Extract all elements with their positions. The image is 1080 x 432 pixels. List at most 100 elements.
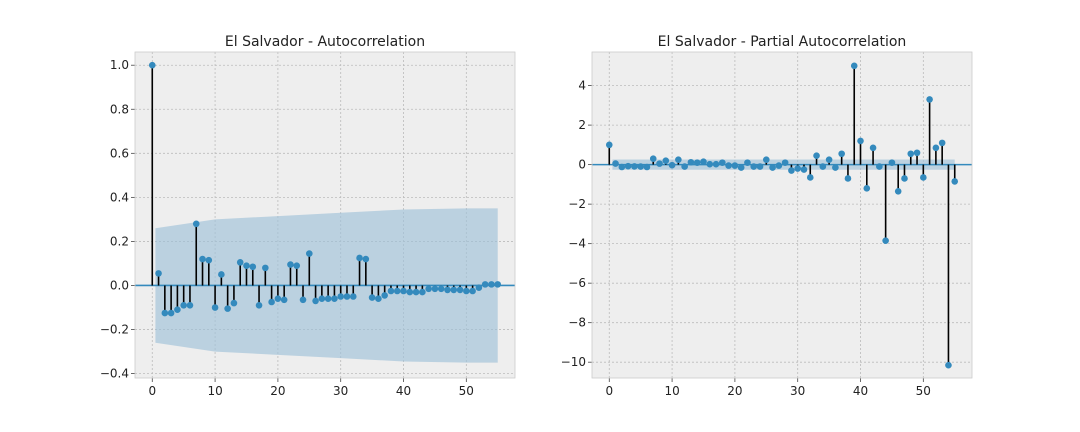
- acf-y-tick-label: 0.6: [110, 146, 129, 160]
- acf-point: [400, 287, 407, 295]
- pacf-point: [926, 96, 933, 103]
- pacf-y-tick-label: 4: [578, 79, 586, 93]
- acf-y-tick-label: 1.0: [110, 58, 129, 72]
- pacf-point: [800, 166, 808, 173]
- pacf-point: [668, 161, 676, 169]
- pacf-x-tick-label: 40: [853, 384, 868, 398]
- acf-point: [224, 305, 231, 312]
- acf-x-tick-label: 0: [148, 384, 156, 398]
- acf-point: [494, 281, 502, 288]
- pacf-point: [649, 155, 657, 162]
- pacf-point: [882, 237, 889, 244]
- acf-y-tick-label: 0.0: [110, 278, 129, 292]
- acf-x-tick-label: 20: [270, 384, 285, 398]
- acf-point: [431, 285, 439, 293]
- pacf-title: El Salvador - Partial Autocorrelation: [658, 34, 907, 50]
- acf-point: [305, 250, 313, 257]
- pacf-point: [888, 159, 896, 166]
- pacf-x-tick-label: 20: [727, 384, 742, 398]
- pacf-point: [781, 159, 789, 166]
- pacf-point: [725, 162, 732, 169]
- pacf-point: [731, 162, 739, 169]
- pacf-point: [907, 150, 915, 158]
- acf-point: [412, 288, 420, 296]
- acf-point: [362, 255, 370, 263]
- pacf-point: [838, 150, 845, 158]
- acf-y-tick-label: −0.2: [100, 323, 129, 337]
- acf-x-tick-label: 40: [396, 384, 411, 398]
- acf-point: [161, 309, 169, 317]
- pacf-point: [706, 160, 714, 168]
- pacf-point: [869, 144, 877, 152]
- pacf-x-tick-label: 10: [664, 384, 679, 398]
- pacf-point: [756, 163, 764, 170]
- pacf-point: [605, 141, 613, 149]
- pacf-point: [832, 164, 839, 171]
- pacf-y-tick-label: −4: [568, 237, 586, 251]
- acf-y-tick-label: 0.4: [110, 190, 129, 204]
- pacf-point: [938, 139, 946, 147]
- acf-title: El Salvador - Autocorrelation: [225, 34, 425, 50]
- acf-point: [255, 302, 263, 309]
- acf-point: [481, 281, 489, 288]
- acf-point: [192, 220, 200, 228]
- pacf-point: [769, 164, 776, 171]
- acf-point: [249, 263, 257, 271]
- acf-frame: [134, 51, 516, 379]
- acf-y-tick-label: 0.8: [110, 102, 129, 116]
- acf-point: [236, 259, 244, 266]
- pacf-point: [932, 144, 940, 152]
- pacf-plot-area: [592, 52, 972, 378]
- pacf-point: [863, 185, 871, 192]
- pacf-point: [788, 167, 795, 174]
- pacf-point: [825, 156, 833, 163]
- acf-point: [199, 255, 206, 263]
- pacf-point: [857, 137, 864, 145]
- acf-point: [450, 286, 458, 294]
- acf-point: [337, 293, 345, 300]
- pacf-point: [631, 163, 638, 170]
- acf-x-tick-label: 10: [207, 384, 222, 398]
- pacf-point: [624, 162, 632, 170]
- acf-point: [368, 294, 376, 301]
- pacf-point: [850, 62, 858, 70]
- pacf-panel: 0 10 20 30 40 50 −10 −8 −6 −4 −2 0 2 4 El Salvador - P…: [561, 34, 973, 398]
- pacf-point: [806, 174, 814, 181]
- acf-point: [475, 284, 483, 291]
- acf-point: [331, 295, 338, 303]
- pacf-point: [813, 152, 820, 160]
- acf-x-tick-label: 50: [459, 384, 474, 398]
- acf-point: [243, 262, 250, 269]
- pacf-point: [744, 159, 751, 166]
- acf-point: [463, 287, 470, 295]
- acf-point: [312, 297, 319, 305]
- acf-point: [174, 306, 181, 314]
- acf-point: [180, 302, 187, 309]
- acf-point: [444, 286, 451, 294]
- pacf-point: [775, 162, 783, 169]
- acf-point: [205, 256, 213, 264]
- pacf-x-tick-label: 50: [916, 384, 931, 398]
- acf-y-tick-label: 0.2: [110, 234, 129, 248]
- acf-point: [230, 299, 238, 307]
- pacf-point: [844, 175, 852, 182]
- pacf-point: [750, 163, 758, 170]
- pacf-point: [945, 361, 952, 369]
- acf-point: [425, 285, 432, 293]
- acf-point: [318, 295, 326, 303]
- pacf-point: [693, 159, 701, 166]
- pacf-point: [894, 187, 902, 195]
- pacf-y-tick-label: −8: [568, 316, 586, 330]
- acf-point: [287, 261, 294, 268]
- pacf-point: [656, 160, 663, 167]
- acf-point: [356, 254, 363, 262]
- pacf-point: [700, 158, 707, 165]
- acf-point: [437, 285, 445, 293]
- acf-point: [381, 292, 388, 299]
- pacf-point: [675, 156, 682, 163]
- pacf-frame: [591, 51, 973, 379]
- pacf-point: [819, 163, 827, 170]
- pacf-point: [681, 163, 688, 170]
- acf-point: [349, 293, 357, 300]
- pacf-point: [951, 178, 959, 185]
